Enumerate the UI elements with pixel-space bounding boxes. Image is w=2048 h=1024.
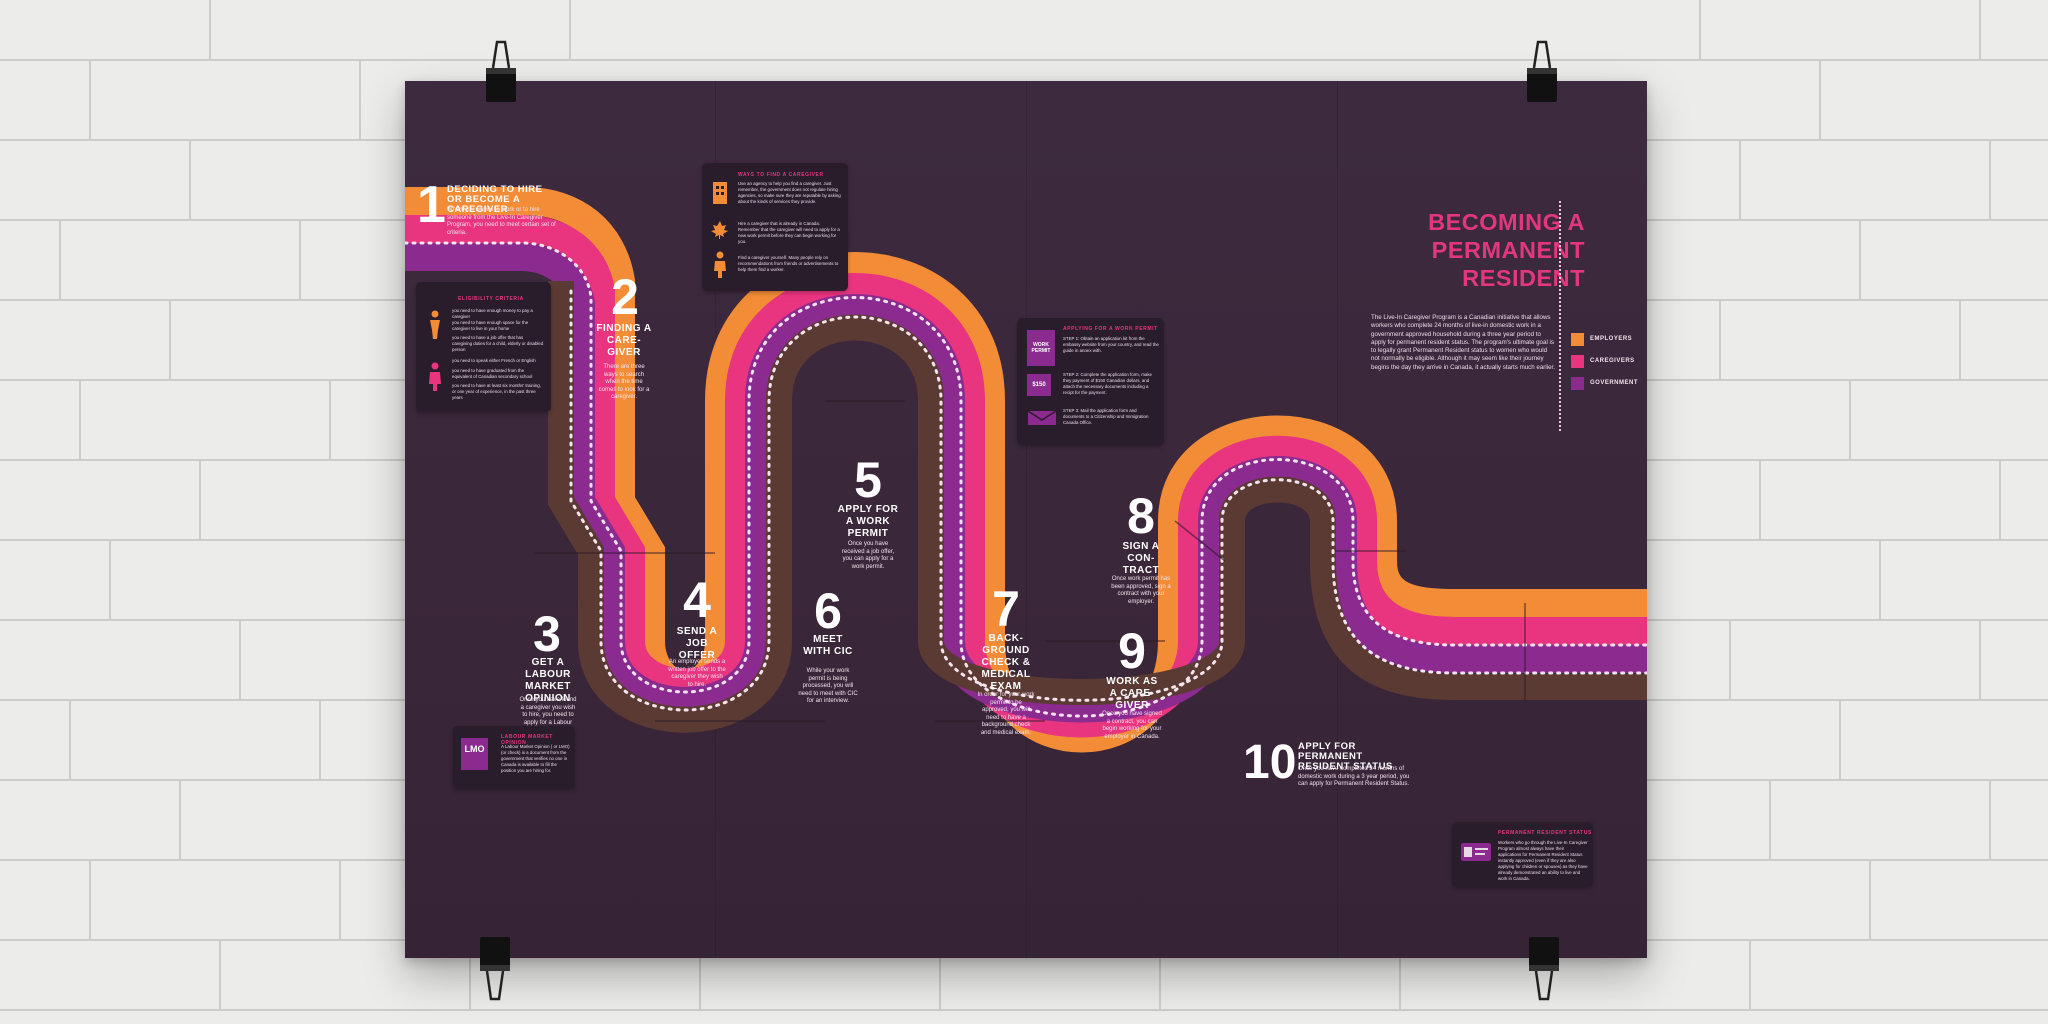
labour-market-opinion-box: LABOUR MARKET OPINION LMO A Labour Marke… bbox=[453, 726, 575, 789]
permit-step: STEP 3: Mail the application form and do… bbox=[1063, 408, 1149, 425]
binder-clip bbox=[480, 937, 510, 1001]
step-8-title: SIGN A CON-TRACT bbox=[1122, 541, 1160, 576]
box-heading: LABOUR MARKET OPINION bbox=[501, 734, 553, 746]
person-icon bbox=[429, 362, 441, 391]
lmo-text: A Labour Market Opinion ( or LMO) (or ch… bbox=[501, 744, 570, 773]
step-7-body: In order for your work permit to be appr… bbox=[977, 692, 1035, 736]
title-line: RESIDENT bbox=[1462, 265, 1585, 291]
step-2-body: There are three ways to search when the … bbox=[598, 364, 650, 400]
road-dotted-line bbox=[405, 241, 1647, 718]
criteria-item: you need to speak either French or Engli… bbox=[452, 358, 536, 363]
title-line: PERMANENT bbox=[1431, 237, 1585, 263]
building-icon bbox=[713, 182, 727, 204]
box-heading: PERMANENT RESIDENT STATUS bbox=[1498, 830, 1592, 836]
step-10-number: 10 bbox=[1243, 736, 1297, 789]
step-2-number: 2 bbox=[611, 269, 639, 325]
permit-step: STEP 2: Complete the application form, m… bbox=[1063, 372, 1152, 395]
step-9-title: WORK AS A CARE-GIVER bbox=[1106, 676, 1158, 711]
box-heading: APPLYING FOR A WORK PERMIT bbox=[1063, 326, 1158, 332]
binder-clip bbox=[1527, 40, 1557, 102]
step-1-title: DECIDING TO HIRE OR BECOME A CAREGIVER bbox=[447, 184, 543, 215]
road-lane-purple bbox=[405, 243, 1647, 723]
step-5-number: 5 bbox=[854, 452, 882, 508]
step-1-body: When you decide to work or to hire someo… bbox=[447, 207, 556, 236]
way-item: Hire a caregiver that is already in Cana… bbox=[738, 221, 840, 244]
step-10-body: Once you have completed 24 months of dom… bbox=[1298, 766, 1410, 787]
step-5-body: Once you have received a job offer, you … bbox=[841, 541, 895, 570]
road-lane-pink bbox=[405, 215, 1647, 738]
legend-swatch-purple bbox=[1571, 377, 1584, 390]
legend-swatch-orange bbox=[1571, 333, 1584, 346]
page-title: BECOMING A PERMANENT RESIDENT bbox=[1330, 208, 1585, 292]
step-7-number: 7 bbox=[992, 581, 1020, 637]
step-9-body: Once you have signed a contract, you can… bbox=[1102, 711, 1162, 740]
road-dotted-line bbox=[569, 289, 1647, 712]
step-1-number: 1 bbox=[417, 176, 446, 234]
infographic-poster: BECOMING A PERMANENT RESIDENT The Live-I… bbox=[405, 81, 1647, 958]
step-7-title: BACK-GROUND CHECK & MEDICAL EXAM bbox=[981, 633, 1031, 692]
step-9-number: 9 bbox=[1118, 623, 1146, 679]
title-line: BECOMING A bbox=[1428, 209, 1585, 235]
legend-label: GOVERNMENT bbox=[1590, 380, 1639, 386]
legend-swatch-pink bbox=[1571, 355, 1584, 368]
intro-paragraph: The Live-In Caregiver Program is a Canad… bbox=[1371, 314, 1555, 371]
person-icon bbox=[714, 251, 726, 278]
way-item: Find a caregiver yourself. Many people r… bbox=[738, 255, 839, 272]
step-4-title: SEND A JOB OFFER bbox=[676, 626, 718, 661]
lmo-document-icon: LMO bbox=[461, 738, 488, 770]
eligibility-criteria-box: ELIGIBILITY CRITERIA you need to have en… bbox=[416, 282, 551, 412]
step-8-body: Once work permit has been approved, sign… bbox=[1111, 576, 1171, 605]
envelope-icon bbox=[1027, 410, 1057, 425]
criteria-item: you need to have graduated from the equi… bbox=[452, 368, 533, 379]
way-item: Use an agency to help you find a caregiv… bbox=[738, 181, 841, 204]
pr-text: Workers who go through the Live-In Careg… bbox=[1498, 840, 1588, 881]
step-4-body: An employer sends a written job offer to… bbox=[668, 659, 726, 688]
fee-icon: $150 bbox=[1027, 374, 1051, 396]
work-permit-document-icon: WORK PERMIT bbox=[1027, 330, 1055, 366]
maple-leaf-icon bbox=[711, 221, 728, 239]
title-dotted-rule bbox=[1559, 201, 1561, 431]
binder-clip bbox=[1529, 937, 1559, 1001]
permanent-resident-status-box: PERMANENT RESIDENT STATUS Workers who go… bbox=[1452, 822, 1593, 887]
step-5-title: APPLY FOR A WORK PERMIT bbox=[837, 504, 899, 539]
criteria-item: you need to have a job offer that has ca… bbox=[452, 335, 544, 352]
box-heading: WAYS TO FIND A CAREGIVER bbox=[738, 172, 824, 178]
applying-for-work-permit-box: APPLYING FOR A WORK PERMIT WORK PERMIT $… bbox=[1017, 318, 1164, 445]
step-6-number: 6 bbox=[814, 583, 842, 639]
criteria-item: you need to have at least six months' tr… bbox=[452, 383, 541, 400]
step-2-title: FINDING A CARE-GIVER bbox=[596, 323, 652, 358]
step-4-number: 4 bbox=[683, 572, 711, 628]
binder-clip bbox=[486, 40, 516, 102]
step-3-number: 3 bbox=[533, 606, 561, 662]
step-6-title: MEET WITH CIC bbox=[803, 634, 853, 657]
ways-to-find-caregiver-box: WAYS TO FIND A CAREGIVER Use an agency t… bbox=[702, 163, 848, 291]
step-8-number: 8 bbox=[1127, 488, 1155, 544]
legend-label: EMPLOYERS bbox=[1590, 336, 1633, 342]
criteria-item: you need to have enough space for the ca… bbox=[452, 320, 529, 331]
step-3-title: GET A LABOUR MARKET OPINION bbox=[525, 657, 571, 704]
poster-fold bbox=[1026, 81, 1027, 958]
legend-label: CAREGIVERS bbox=[1590, 358, 1635, 364]
step-6-body: While your work permit is being processe… bbox=[798, 668, 858, 704]
person-icon bbox=[430, 310, 440, 339]
resident-card-icon bbox=[1461, 843, 1491, 861]
box-heading: ELIGIBILITY CRITERIA bbox=[458, 296, 524, 302]
criteria-item: you need to have enough money to pay a c… bbox=[452, 308, 533, 319]
step-10-title: APPLY FOR PERMANENT RESIDENT STATUS bbox=[1298, 741, 1393, 772]
permit-step: STEP 1: Obtain an application kit from t… bbox=[1063, 336, 1159, 353]
journey-road bbox=[405, 187, 1647, 753]
